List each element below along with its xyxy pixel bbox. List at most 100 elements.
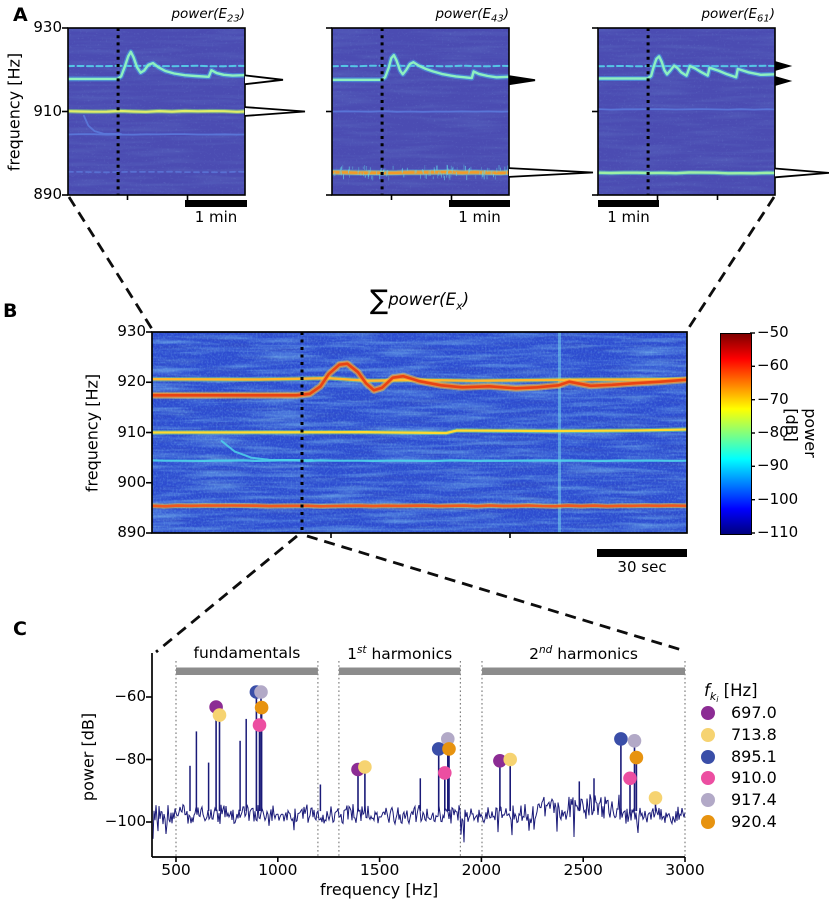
- spectrogram-E23: [68, 28, 245, 195]
- panel-a-label: A: [13, 4, 28, 26]
- panel-b-title: ∑power(Ex): [152, 285, 687, 316]
- peak-marker-dot: [627, 734, 642, 748]
- legend-frequency-value: 713.8: [731, 724, 777, 744]
- harmonic-region-label: 1st harmonics: [347, 644, 453, 664]
- peak-marker-dot: [252, 718, 267, 732]
- scalebar-30sec-label: 30 sec: [617, 558, 667, 576]
- title-text: ): [462, 290, 470, 309]
- panel-c-y-tick-label: −100: [104, 812, 146, 830]
- legend-title-unit: [Hz]: [718, 681, 758, 700]
- legend-color-dot: [701, 771, 715, 786]
- legend-color-dot: [701, 815, 715, 829]
- legend-frequency-value: 920.4: [731, 812, 777, 831]
- panel-c-x-tick-label: 2000: [461, 861, 502, 879]
- panel-c-x-tick-label: 500: [161, 861, 191, 879]
- legend-frequency-value: 697.0: [731, 703, 777, 722]
- panel-a-y-tick-label: 930: [33, 18, 62, 36]
- colorbar-tick-label: −80: [757, 423, 789, 441]
- profile-peak: [508, 75, 536, 86]
- title-text: power(E: [171, 6, 227, 22]
- region-bar: [338, 667, 461, 675]
- peak-marker-dot: [493, 754, 507, 768]
- panel-c-x-tick-label: 2500: [563, 861, 603, 879]
- profile-peak: [774, 167, 829, 179]
- title-text: power(E: [435, 6, 491, 22]
- peak-marker-dot: [629, 750, 644, 765]
- sigma-symbol: ∑: [369, 285, 389, 316]
- legend-color-dot: [701, 793, 715, 808]
- legend-frequency-value: 917.4: [731, 790, 777, 810]
- panel-c-y-tick-label: −60: [114, 687, 146, 705]
- spectrogram-sum: [152, 332, 687, 533]
- profile-peak: [774, 76, 793, 86]
- zoom-connector-line: [67, 196, 154, 330]
- peak-marker-dot: [212, 708, 227, 722]
- panel-a-y-tick-label: 910: [33, 101, 62, 120]
- title-subscript: 23: [226, 13, 240, 25]
- harmonic-region-label: fundamentals: [193, 644, 301, 662]
- power-spectrum-trace: [152, 794, 686, 843]
- panel-b-y-tick-label: 920: [117, 372, 146, 391]
- title-subscript: x: [456, 299, 463, 313]
- region-bar: [176, 667, 318, 675]
- legend-color-dot: [701, 727, 715, 742]
- colorbar-tick-label: −100: [757, 489, 799, 508]
- legend-color-dot: [701, 706, 715, 720]
- legend-title-subsub: i: [716, 695, 719, 704]
- scalebar-1min-plot3: [598, 200, 659, 207]
- scalebar-1min-label: 1 min: [458, 208, 501, 226]
- title-subscript: 61: [756, 13, 770, 25]
- panel-c-label: C: [13, 618, 27, 640]
- profile-peak: [244, 106, 306, 117]
- legend-frequency-value: 895.1: [731, 746, 777, 766]
- scalebar-1min-plot2: [449, 200, 510, 207]
- panel-a-plot3-title: power(E61): [598, 6, 775, 25]
- panel-c-x-tick-label: 3000: [665, 861, 705, 879]
- spectrogram-E43: [332, 28, 509, 195]
- peak-marker-dot: [623, 771, 637, 786]
- legend-color-dot: [701, 749, 715, 764]
- peak-marker-dot: [614, 732, 628, 746]
- zoom-connector-line: [306, 534, 686, 653]
- title-subscript: 43: [490, 13, 504, 25]
- peak-marker-dot: [438, 766, 452, 780]
- title-text: ): [503, 6, 509, 22]
- peak-marker-dot: [442, 742, 456, 756]
- scalebar-30sec: [597, 549, 687, 557]
- panel-c-x-tick-label: 1000: [258, 861, 298, 879]
- legend-title-f: f: [704, 681, 710, 700]
- panel-c-y-tick-label: −80: [114, 749, 146, 768]
- panel-c-x-axis-label: frequency [Hz]: [320, 880, 439, 899]
- panel-b-y-tick-label: 930: [117, 322, 146, 340]
- peak-marker-dot: [431, 742, 446, 756]
- peak-marker-dot: [441, 732, 455, 746]
- title-text: power(E: [388, 290, 457, 309]
- legend-frequency-value: 910.0: [731, 768, 777, 788]
- peak-marker-dot: [648, 791, 663, 805]
- profile-peak: [244, 74, 284, 86]
- title-text: power(E: [701, 6, 757, 22]
- scalebar-1min-plot1: [185, 200, 247, 207]
- panel-a-plot1-title: power(E23): [68, 6, 245, 25]
- profile-peak: [774, 61, 793, 71]
- legend-title-sub: k: [709, 690, 717, 703]
- peak-marker-dot: [358, 760, 372, 774]
- panel-b-label: B: [3, 300, 18, 322]
- spectrogram-E61: [598, 28, 775, 195]
- colorbar-tick-label: −50: [757, 323, 789, 341]
- colorbar-tick-label: −70: [757, 389, 789, 408]
- scalebar-1min-label: 1 min: [607, 208, 650, 226]
- panel-b-y-tick-label: 910: [117, 422, 146, 441]
- title-text: ): [239, 6, 245, 22]
- panel-c-x-tick-label: 1500: [359, 861, 400, 879]
- legend-title: fki [Hz]: [704, 681, 758, 704]
- peak-marker-dot: [254, 685, 268, 699]
- panel-b-y-tick-label: 900: [117, 472, 146, 491]
- peak-marker-dot: [503, 752, 517, 767]
- zoom-connector-line: [686, 196, 776, 330]
- panel-b-y-tick-label: 890: [117, 523, 146, 541]
- panel-a-y-tick-label: 890: [33, 185, 62, 203]
- panel-a-plot2-title: power(E43): [332, 6, 509, 25]
